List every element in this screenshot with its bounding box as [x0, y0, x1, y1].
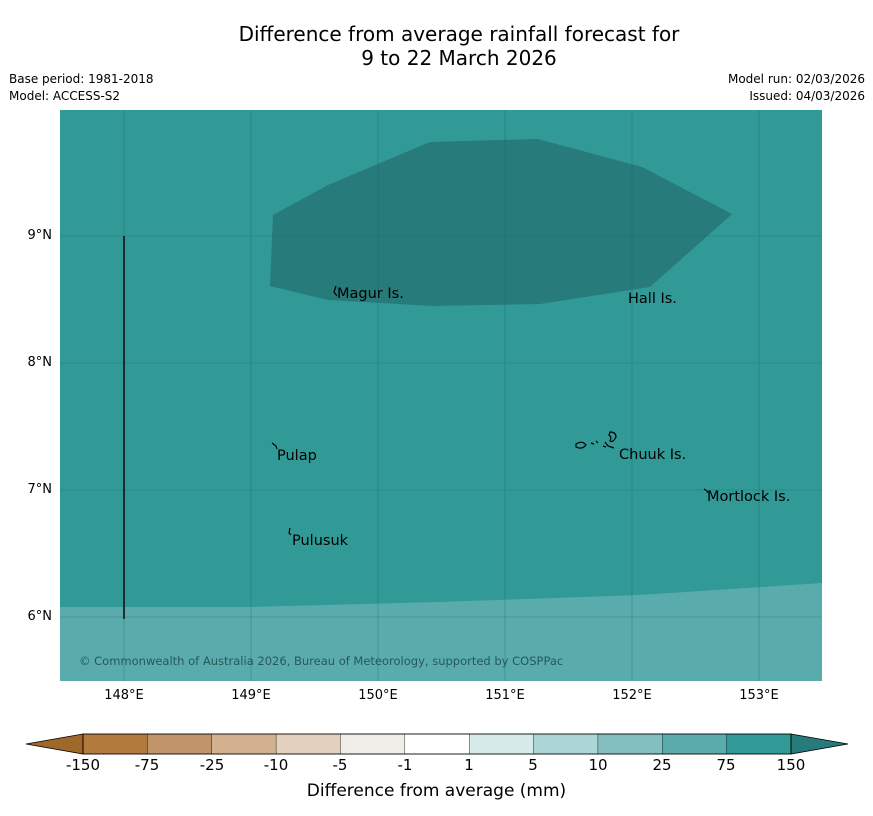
- cb-tick-6: 1: [464, 756, 474, 774]
- place-label-chuuk: Chuuk Is.: [619, 447, 686, 463]
- copyright-notice: © Commonwealth of Australia 2026, Bureau…: [79, 654, 563, 668]
- islands: [271, 285, 709, 536]
- lat-label-7n: 7°N: [27, 482, 53, 497]
- place-label-pulap: Pulap: [277, 448, 317, 464]
- model-name: Model: ACCESS-S2: [9, 89, 121, 103]
- magur-island-shape: [333, 285, 338, 297]
- cb-tick-4: -5: [332, 756, 348, 774]
- anomaly-25-75-region: [60, 583, 822, 681]
- colorbar-extend-high: [791, 734, 848, 754]
- issued-date: Issued: 04/03/2026: [749, 89, 865, 103]
- cb-tick-1: -75: [134, 756, 160, 774]
- lon-label-151e: 151°E: [485, 688, 525, 703]
- colorbar-segment-1: [147, 733, 213, 755]
- pulap-island-shape: [271, 442, 278, 450]
- cb-tick-7: 5: [528, 756, 538, 774]
- map-panel: Magur Is. Hall Is. Pulap Chuuk Is. Mortl…: [60, 110, 822, 681]
- colorbar-extend-low-outline: [25, 733, 84, 755]
- cb-tick-5: -1: [397, 756, 413, 774]
- colorbar-segment-5: [404, 733, 470, 755]
- colorbar: [25, 733, 849, 755]
- cb-tick-11: 150: [776, 756, 806, 774]
- place-label-mortlock: Mortlock Is.: [707, 489, 790, 505]
- pulusuk-island-shape: [288, 527, 292, 536]
- lat-label-6n: 6°N: [27, 609, 53, 624]
- title-line-2: 9 to 22 March 2026: [361, 46, 557, 70]
- place-label-hall: Hall Is.: [628, 291, 677, 307]
- gridlines: [60, 110, 822, 681]
- colorbar-extend-low: [26, 734, 83, 754]
- lon-label-150e: 150°E: [358, 688, 398, 703]
- colorbar-segment-0: [82, 733, 148, 755]
- lon-label-149e: 149°E: [231, 688, 271, 703]
- colorbar-segment-6: [468, 733, 535, 755]
- colorbar-segment-2: [211, 733, 277, 755]
- lon-label-153e: 153°E: [739, 688, 779, 703]
- chuuk-island-shape: [575, 431, 617, 449]
- cb-tick-3: -10: [263, 756, 289, 774]
- colorbar-segment-7: [533, 733, 599, 755]
- lat-label-9n: 9°N: [27, 228, 53, 243]
- place-label-pulusuk: Pulusuk: [292, 533, 349, 549]
- lon-label-148e: 148°E: [104, 688, 144, 703]
- lon-label-152e: 152°E: [612, 688, 652, 703]
- meta-left: Base period: 1981-2018 Model: ACCESS-S2: [9, 71, 154, 105]
- cb-tick-10: 75: [716, 756, 736, 774]
- meta-right: Model run: 02/03/2026 Issued: 04/03/2026: [728, 71, 865, 105]
- cb-tick-8: 10: [588, 756, 608, 774]
- map-title: Difference from average rainfall forecas…: [0, 22, 873, 70]
- title-line-1: Difference from average rainfall forecas…: [238, 22, 680, 46]
- cb-tick-0: -150: [65, 756, 101, 774]
- mortlock-island-shape: [703, 488, 709, 494]
- model-run: Model run: 02/03/2026: [727, 72, 865, 86]
- map-svg: Magur Is. Hall Is. Pulap Chuuk Is. Mortl…: [60, 110, 822, 681]
- cb-tick-2: -25: [199, 756, 225, 774]
- colorbar-extend-high-outline: [790, 733, 849, 755]
- colorbar-title: Difference from average (mm): [306, 781, 567, 801]
- colorbar-segment-10: [726, 733, 792, 755]
- place-labels: Magur Is. Hall Is. Pulap Chuuk Is. Mortl…: [277, 286, 790, 549]
- colorbar-segment-9: [662, 733, 728, 755]
- colorbar-segments: [26, 733, 848, 755]
- base-period: Base period: 1981-2018: [9, 72, 154, 86]
- cb-tick-9: 25: [652, 756, 672, 774]
- place-label-magur: Magur Is.: [337, 286, 404, 302]
- colorbar-segment-3: [275, 733, 342, 755]
- lat-label-8n: 8°N: [27, 355, 53, 370]
- colorbar-segment-4: [340, 733, 406, 755]
- colorbar-segment-8: [597, 733, 663, 755]
- anomaly-above-150-region: [270, 139, 732, 306]
